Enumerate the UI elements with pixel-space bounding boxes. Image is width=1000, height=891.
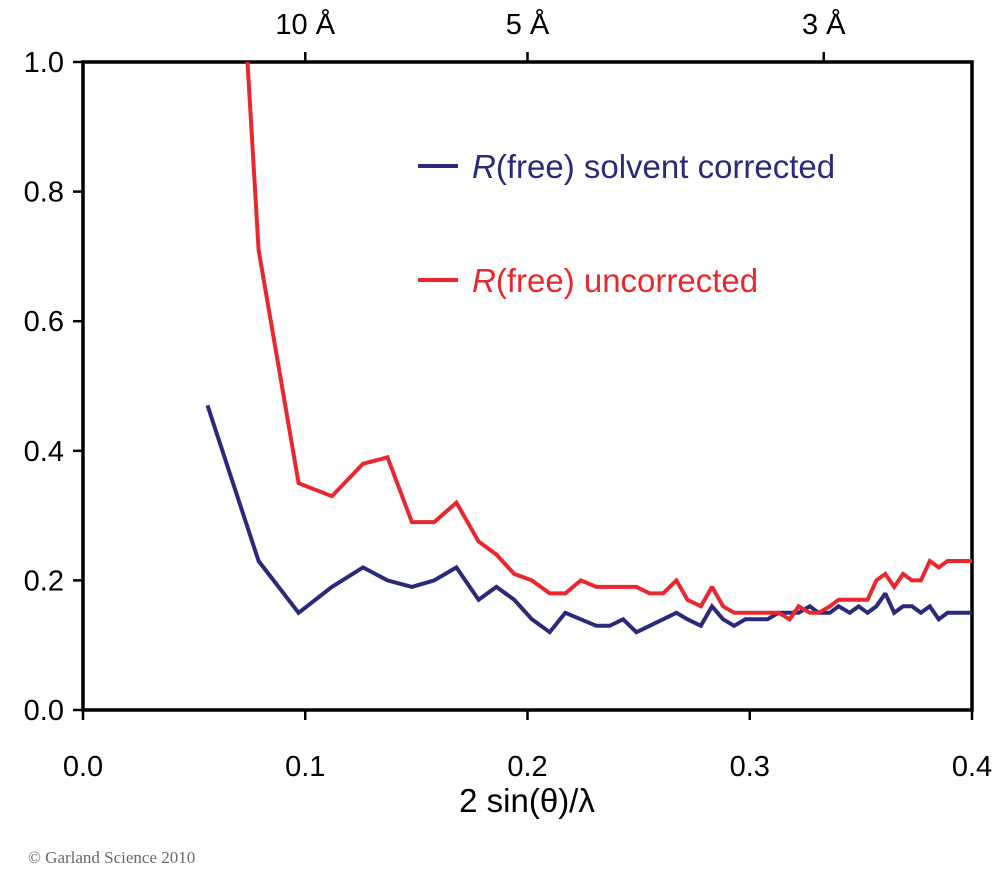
top-tick-label-1: 5 Å <box>506 8 550 41</box>
legend-label-italic-1: R <box>472 262 496 299</box>
left-axis: 0.0 0.2 0.4 0.6 0.8 1.0 <box>24 47 83 727</box>
series-layer <box>205 61 972 635</box>
x-tick-label-0: 0.0 <box>63 751 103 783</box>
x-tick-label-2: 0.2 <box>507 751 547 783</box>
copyright-notice: © Garland Science 2010 <box>28 848 196 867</box>
top-tick-label-2: 3 Å <box>802 8 846 41</box>
y-tick-label-4: 0.8 <box>24 177 64 209</box>
series-line-1 <box>245 61 972 622</box>
top-axis: 10 Å 5 Å 3 Å <box>275 8 846 62</box>
top-tick-label-0: 10 Å <box>275 8 335 41</box>
legend-label-italic-0: R <box>472 148 496 185</box>
y-tick-label-2: 0.4 <box>24 436 64 468</box>
y-tick-label-3: 0.6 <box>24 306 64 338</box>
x-tick-label-3: 0.3 <box>730 751 770 783</box>
y-tick-label-5: 1.0 <box>24 47 64 79</box>
legend-label-rest-0: (free) solvent corrected <box>496 148 835 185</box>
legend-label-rest-1: (free) uncorrected <box>496 262 758 299</box>
x-axis-title: 2 sin(θ)/λ <box>459 782 595 819</box>
legend-label-1: R(free) uncorrected <box>472 262 758 299</box>
x-tick-label-1: 0.1 <box>285 751 325 783</box>
series-line-0 <box>205 404 972 635</box>
y-tick-label-0: 0.0 <box>24 695 64 727</box>
legend-label-0: R(free) solvent corrected <box>472 148 835 185</box>
bottom-axis: 0.0 0.1 0.2 0.3 0.4 <box>63 710 992 783</box>
y-tick-label-1: 0.2 <box>24 565 64 597</box>
x-tick-label-4: 0.4 <box>952 751 992 783</box>
